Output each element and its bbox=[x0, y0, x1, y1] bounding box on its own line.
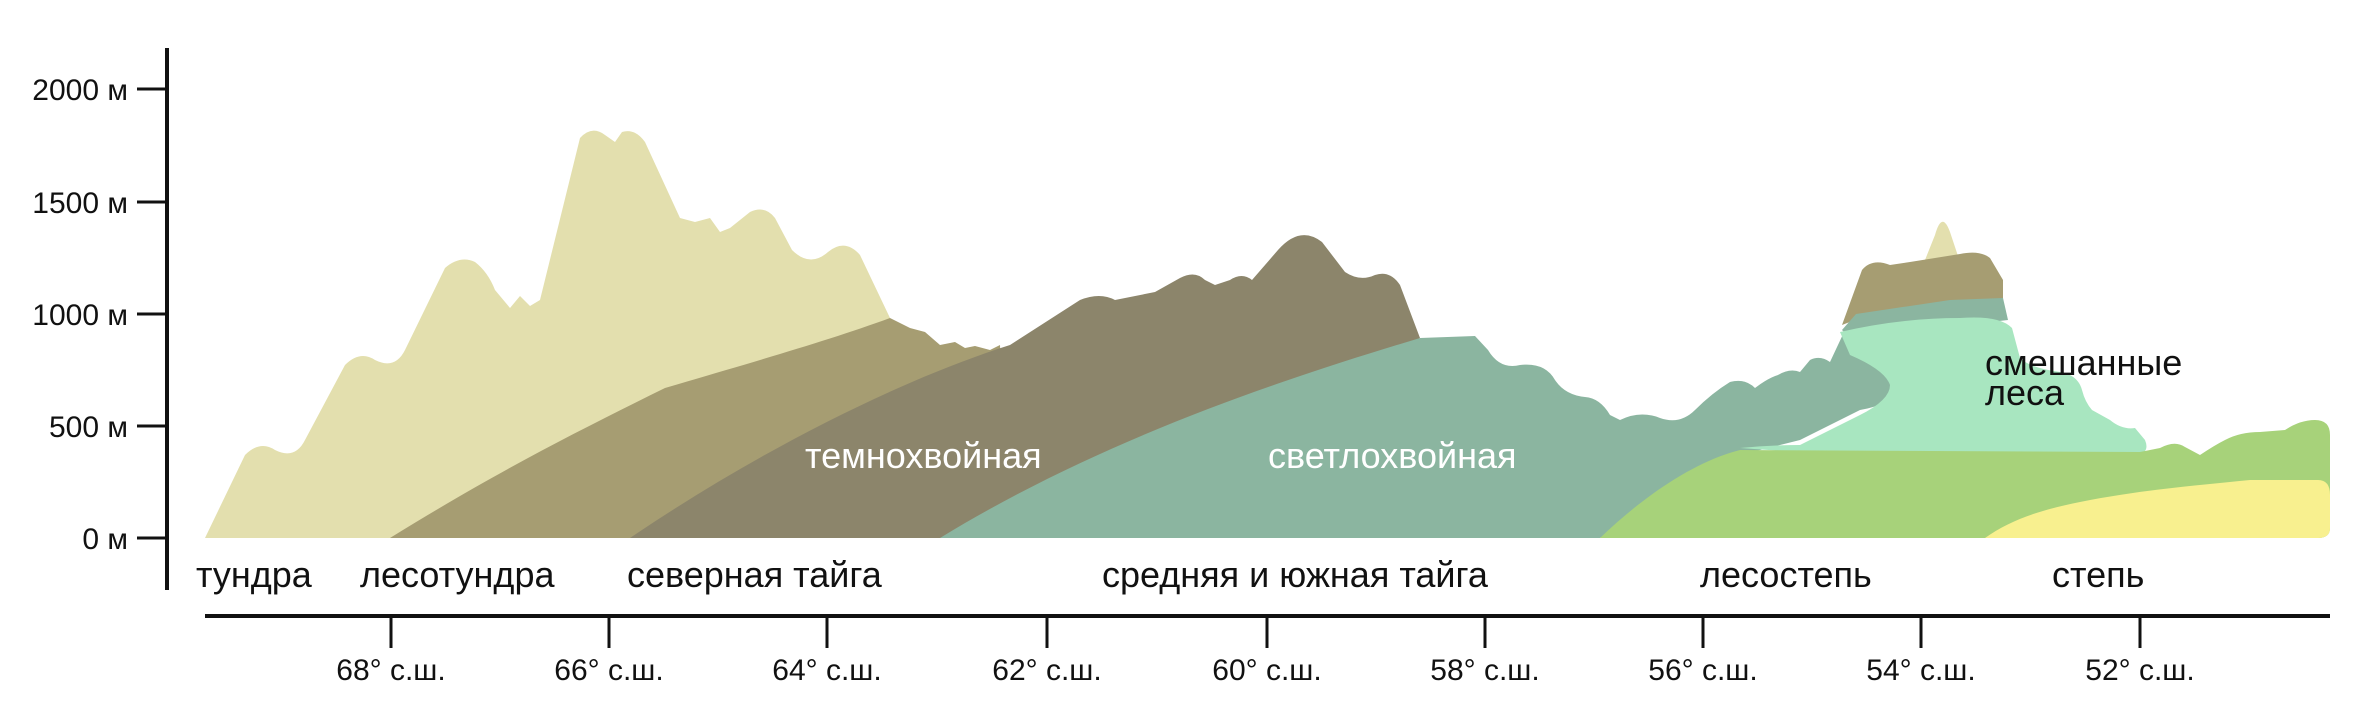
dark-coniferous-band bbox=[630, 235, 1420, 538]
y-tick-label: 0 м bbox=[82, 523, 128, 556]
y-tick-label: 500 м bbox=[49, 411, 128, 444]
zone-label-middle-southern-taiga: средняя и южная тайга bbox=[1102, 554, 1489, 595]
x-tick-label: 62° с.ш. bbox=[992, 654, 1101, 687]
x-tick-label: 54° с.ш. bbox=[1866, 654, 1975, 687]
x-axis-ticks bbox=[389, 616, 2142, 648]
zone-labels: тундра лесотундра северная тайга средняя… bbox=[196, 554, 2144, 595]
right-peak-tundra bbox=[1925, 221, 1960, 262]
x-tick-label: 68° с.ш. bbox=[336, 654, 445, 687]
y-tick-label: 2000 м bbox=[32, 74, 128, 107]
y-tick-label: 1000 м bbox=[32, 299, 128, 332]
steppe-band bbox=[1985, 480, 2330, 538]
light-coniferous-label: светлохвойная bbox=[1268, 435, 1517, 476]
x-tick-label: 60° с.ш. bbox=[1212, 654, 1321, 687]
light-coniferous-band bbox=[940, 330, 1896, 538]
x-tick-label: 56° с.ш. bbox=[1648, 654, 1757, 687]
x-axis-labels: 68° с.ш. 66° с.ш. 64° с.ш. 62° с.ш. 60° … bbox=[336, 654, 2194, 687]
zone-label-steppe: степь bbox=[2052, 554, 2144, 595]
mixed-forest-band bbox=[1740, 317, 2147, 455]
zone-label-tundra: тундра bbox=[196, 554, 313, 595]
x-tick-label: 52° с.ш. bbox=[2085, 654, 2194, 687]
y-axis-ticks bbox=[137, 87, 167, 540]
mixed-forest-label-line1: смешанные bbox=[1985, 342, 2182, 383]
zone-label-forest-tundra: лесотундра bbox=[360, 554, 555, 595]
y-axis-labels: 0 м 500 м 1000 м 1500 м 2000 м bbox=[32, 74, 128, 556]
right-mountain-dark-band bbox=[1842, 252, 2003, 325]
dark-coniferous-label: темнохвойная bbox=[805, 435, 1042, 476]
zone-label-northern-taiga: северная тайга bbox=[627, 554, 883, 595]
mixed-forest-label-line2: леса bbox=[1985, 372, 2065, 413]
y-tick-label: 1500 м bbox=[32, 187, 128, 220]
x-tick-label: 64° с.ш. bbox=[772, 654, 881, 687]
x-tick-label: 66° с.ш. bbox=[554, 654, 663, 687]
zone-label-forest-steppe: лесостепь bbox=[1700, 554, 1872, 595]
x-tick-label: 58° с.ш. bbox=[1430, 654, 1539, 687]
